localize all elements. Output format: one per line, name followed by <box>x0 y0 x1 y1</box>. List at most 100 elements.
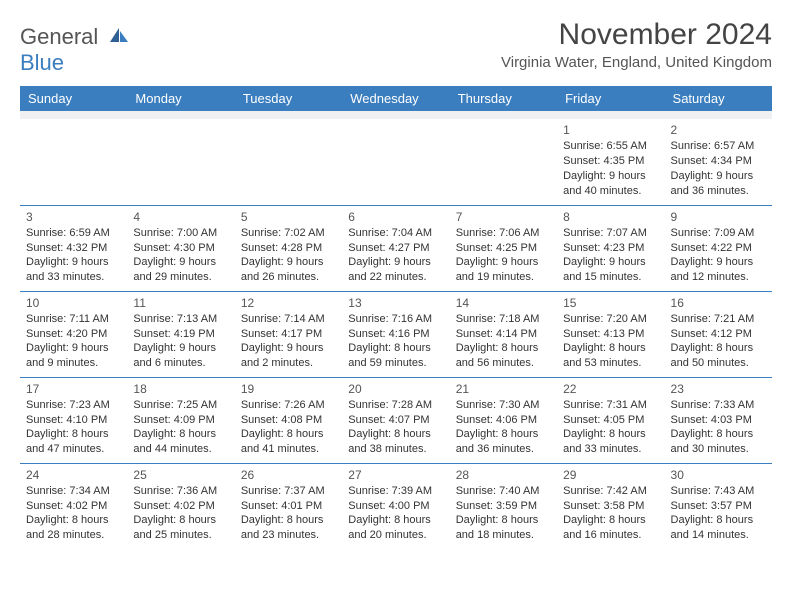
sunset-text: Sunset: 4:23 PM <box>563 241 658 256</box>
day-header: Wednesday <box>342 86 449 111</box>
daylight-text: and 9 minutes. <box>26 356 121 371</box>
day-number: 2 <box>671 122 766 138</box>
sunrise-text: Sunrise: 7:25 AM <box>133 398 228 413</box>
sunrise-text: Sunrise: 7:06 AM <box>456 226 551 241</box>
brand-bottom: Blue <box>20 50 64 75</box>
day-number: 27 <box>348 467 443 483</box>
sunset-text: Sunset: 4:20 PM <box>26 327 121 342</box>
daylight-text: and 26 minutes. <box>241 270 336 285</box>
day-number: 24 <box>26 467 121 483</box>
daylight-text: Daylight: 9 hours <box>26 255 121 270</box>
day-header: Friday <box>557 86 664 111</box>
calendar-day-cell: 20Sunrise: 7:28 AMSunset: 4:07 PMDayligh… <box>342 377 449 463</box>
day-number: 7 <box>456 209 551 225</box>
daylight-text: Daylight: 9 hours <box>563 255 658 270</box>
daylight-text: and 50 minutes. <box>671 356 766 371</box>
daylight-text: and 38 minutes. <box>348 442 443 457</box>
daylight-text: Daylight: 8 hours <box>563 427 658 442</box>
day-number: 19 <box>241 381 336 397</box>
calendar-day-cell: 11Sunrise: 7:13 AMSunset: 4:19 PMDayligh… <box>127 291 234 377</box>
sunrise-text: Sunrise: 7:11 AM <box>26 312 121 327</box>
daylight-text: Daylight: 8 hours <box>241 427 336 442</box>
daylight-text: and 22 minutes. <box>348 270 443 285</box>
daylight-text: and 40 minutes. <box>563 184 658 199</box>
calendar-week-row: 17Sunrise: 7:23 AMSunset: 4:10 PMDayligh… <box>20 377 772 463</box>
daylight-text: Daylight: 8 hours <box>456 513 551 528</box>
calendar-day-cell: 3Sunrise: 6:59 AMSunset: 4:32 PMDaylight… <box>20 205 127 291</box>
daylight-text: and 47 minutes. <box>26 442 121 457</box>
daylight-text: Daylight: 9 hours <box>133 341 228 356</box>
sunset-text: Sunset: 4:02 PM <box>133 499 228 514</box>
daylight-text: Daylight: 9 hours <box>456 255 551 270</box>
sunrise-text: Sunrise: 7:20 AM <box>563 312 658 327</box>
page-header: General Blue November 2024 Virginia Wate… <box>20 18 772 76</box>
sunrise-text: Sunrise: 7:43 AM <box>671 484 766 499</box>
sunset-text: Sunset: 4:07 PM <box>348 413 443 428</box>
daylight-text: Daylight: 8 hours <box>563 341 658 356</box>
daylight-text: Daylight: 9 hours <box>241 341 336 356</box>
day-number: 4 <box>133 209 228 225</box>
calendar-day-cell: 17Sunrise: 7:23 AMSunset: 4:10 PMDayligh… <box>20 377 127 463</box>
day-header: Tuesday <box>235 86 342 111</box>
sunrise-text: Sunrise: 7:26 AM <box>241 398 336 413</box>
sunrise-text: Sunrise: 6:57 AM <box>671 139 766 154</box>
sunset-text: Sunset: 4:00 PM <box>348 499 443 514</box>
sunrise-text: Sunrise: 7:39 AM <box>348 484 443 499</box>
daylight-text: and 28 minutes. <box>26 528 121 543</box>
daylight-text: and 16 minutes. <box>563 528 658 543</box>
daylight-text: and 56 minutes. <box>456 356 551 371</box>
daylight-text: and 59 minutes. <box>348 356 443 371</box>
daylight-text: and 44 minutes. <box>133 442 228 457</box>
calendar-day-cell: 2Sunrise: 6:57 AMSunset: 4:34 PMDaylight… <box>665 119 772 205</box>
sunset-text: Sunset: 4:16 PM <box>348 327 443 342</box>
daylight-text: and 15 minutes. <box>563 270 658 285</box>
calendar-day-cell: 24Sunrise: 7:34 AMSunset: 4:02 PMDayligh… <box>20 463 127 549</box>
daylight-text: and 30 minutes. <box>671 442 766 457</box>
daylight-text: Daylight: 9 hours <box>671 169 766 184</box>
sunrise-text: Sunrise: 7:04 AM <box>348 226 443 241</box>
day-header: Thursday <box>450 86 557 111</box>
day-number: 28 <box>456 467 551 483</box>
daylight-text: Daylight: 9 hours <box>133 255 228 270</box>
daylight-text: Daylight: 8 hours <box>563 513 658 528</box>
sunrise-text: Sunrise: 6:55 AM <box>563 139 658 154</box>
daylight-text: Daylight: 8 hours <box>456 341 551 356</box>
daylight-text: Daylight: 8 hours <box>671 341 766 356</box>
month-title: November 2024 <box>501 18 772 52</box>
calendar-day-cell: 8Sunrise: 7:07 AMSunset: 4:23 PMDaylight… <box>557 205 664 291</box>
calendar-day-cell: 14Sunrise: 7:18 AMSunset: 4:14 PMDayligh… <box>450 291 557 377</box>
day-number: 20 <box>348 381 443 397</box>
sunrise-text: Sunrise: 7:36 AM <box>133 484 228 499</box>
daylight-text: Daylight: 8 hours <box>671 513 766 528</box>
daylight-text: Daylight: 9 hours <box>563 169 658 184</box>
daylight-text: and 12 minutes. <box>671 270 766 285</box>
calendar-day-cell: 9Sunrise: 7:09 AMSunset: 4:22 PMDaylight… <box>665 205 772 291</box>
daylight-text: Daylight: 8 hours <box>348 513 443 528</box>
calendar-day-cell <box>20 119 127 205</box>
day-number: 25 <box>133 467 228 483</box>
calendar-day-cell: 18Sunrise: 7:25 AMSunset: 4:09 PMDayligh… <box>127 377 234 463</box>
daylight-text: Daylight: 9 hours <box>26 341 121 356</box>
day-number: 1 <box>563 122 658 138</box>
calendar-week-row: 10Sunrise: 7:11 AMSunset: 4:20 PMDayligh… <box>20 291 772 377</box>
sunrise-text: Sunrise: 7:14 AM <box>241 312 336 327</box>
calendar-day-cell: 26Sunrise: 7:37 AMSunset: 4:01 PMDayligh… <box>235 463 342 549</box>
calendar-day-cell: 23Sunrise: 7:33 AMSunset: 4:03 PMDayligh… <box>665 377 772 463</box>
sunset-text: Sunset: 4:10 PM <box>26 413 121 428</box>
daylight-text: and 18 minutes. <box>456 528 551 543</box>
sunset-text: Sunset: 4:03 PM <box>671 413 766 428</box>
calendar-week-row: 24Sunrise: 7:34 AMSunset: 4:02 PMDayligh… <box>20 463 772 549</box>
day-number: 14 <box>456 295 551 311</box>
sunset-text: Sunset: 3:59 PM <box>456 499 551 514</box>
day-number: 13 <box>348 295 443 311</box>
calendar-day-cell: 19Sunrise: 7:26 AMSunset: 4:08 PMDayligh… <box>235 377 342 463</box>
sunset-text: Sunset: 4:08 PM <box>241 413 336 428</box>
day-header: Monday <box>127 86 234 111</box>
sunset-text: Sunset: 4:17 PM <box>241 327 336 342</box>
calendar-day-cell <box>450 119 557 205</box>
day-number: 6 <box>348 209 443 225</box>
sunset-text: Sunset: 4:35 PM <box>563 154 658 169</box>
daylight-text: and 33 minutes. <box>26 270 121 285</box>
calendar-day-cell: 29Sunrise: 7:42 AMSunset: 3:58 PMDayligh… <box>557 463 664 549</box>
calendar-day-cell: 28Sunrise: 7:40 AMSunset: 3:59 PMDayligh… <box>450 463 557 549</box>
